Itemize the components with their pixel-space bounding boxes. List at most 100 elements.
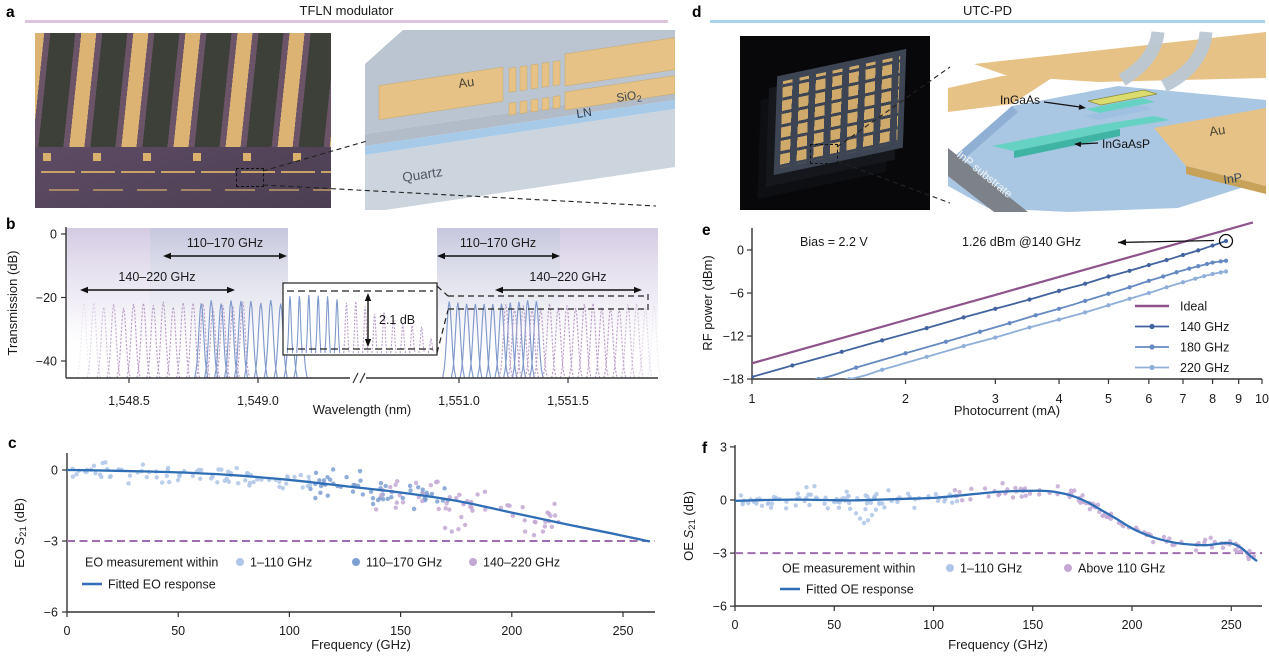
svg-text:Above 110 GHz: Above 110 GHz [1078,562,1165,576]
svg-text:0: 0 [50,228,57,242]
svg-text:150: 150 [1022,618,1043,632]
panel-letter-d: d [692,4,702,21]
svg-text:1–110 GHz: 1–110 GHz [250,556,312,570]
tfln-chip-micrograph [35,33,331,208]
svg-text:200: 200 [501,624,522,638]
svg-text:Frequency (GHz): Frequency (GHz) [311,637,411,652]
panel-f-chart: 3 0 −3 −6 OE S21 (dB) 0 50 100 150 200 250 Frequenc… [681,440,1262,652]
svg-text:100: 100 [923,618,944,632]
svg-text:−40: −40 [36,355,57,369]
svg-text:100: 100 [279,624,300,638]
svg-text:−3: −3 [44,535,58,549]
svg-text:−12: −12 [723,330,744,344]
svg-text:0: 0 [720,494,727,508]
gold-trace-row-1 [35,171,331,173]
label-au: Au [1208,122,1226,139]
svg-text:140 GHz: 140 GHz [1180,320,1229,334]
svg-text:50: 50 [827,618,841,632]
panel-a-accent-rule [25,20,668,23]
svg-text:0: 0 [64,624,71,638]
svg-text:2: 2 [902,392,909,406]
svg-text:−20: −20 [36,291,57,305]
svg-text:0: 0 [51,464,58,478]
svg-text:Transmission (dB): Transmission (dB) [5,251,20,356]
svg-text:Fitted EO response: Fitted EO response [108,578,216,592]
svg-text:7: 7 [1180,392,1187,406]
svg-text:220 GHz: 220 GHz [1180,361,1229,375]
svg-text:1: 1 [749,392,756,406]
panel-a-title: TFLN modulator [299,3,394,18]
tfln-schematic: Au Quartz LN SiO2 [365,30,675,210]
panel-letter-f: f [702,440,708,457]
svg-text:−6: −6 [44,606,58,620]
svg-text:−6: −6 [713,600,727,614]
svg-text:0: 0 [732,618,739,632]
svg-text:50: 50 [171,624,185,638]
svg-text:3: 3 [992,392,999,406]
svg-text:0: 0 [737,244,744,258]
svg-text:1,551.0: 1,551.0 [438,394,480,408]
svg-text:5: 5 [1105,392,1112,406]
label-inp: InP [1222,170,1243,186]
svg-text:OE S21 (dB): OE S21 (dB) [681,491,698,561]
svg-text:RF power (dBm): RF power (dBm) [700,255,715,350]
svg-text:8: 8 [1209,392,1216,406]
label-ingaas: InGaAs [1000,93,1040,107]
svg-text:Bias = 2.2 V: Bias = 2.2 V [800,235,868,249]
svg-text:EO measurement within: EO measurement within [85,556,218,570]
panel-letter-a: a [6,4,15,21]
svg-text:1,549.0: 1,549.0 [237,394,279,408]
label-ln: LN [575,105,592,121]
svg-text:1.26 dBm @140 GHz: 1.26 dBm @140 GHz [962,235,1081,249]
svg-text:250: 250 [1221,618,1242,632]
svg-text:140–220 GHz: 140–220 GHz [118,270,195,284]
svg-text:180 GHz: 180 GHz [1180,341,1229,355]
label-au: Au [457,74,475,91]
svg-text:Photocurrent (mA): Photocurrent (mA) [954,403,1060,418]
svg-text:110–170 GHz: 110–170 GHz [187,236,263,250]
panel-letter-c: c [8,435,17,452]
svg-text:200: 200 [1122,618,1143,632]
svg-text:−3: −3 [713,547,727,561]
svg-text:−6: −6 [730,287,744,301]
svg-text:OE measurement within: OE measurement within [782,562,915,576]
label-quartz: Quartz [401,164,444,185]
svg-text:EO S21 (dB): EO S21 (dB) [12,498,29,568]
zoom-connector-lines [262,66,951,207]
svg-text:150: 150 [390,624,411,638]
panel-e-chart: 0 −6 −12 −18 RF power (dBm) 1 2 3 4 5 6 7 8 9 10 Photoc… [700,221,1269,418]
utcpd-chip-photo [740,36,930,210]
zoom-region-box [236,168,264,187]
svg-text:10: 10 [1255,392,1269,406]
svg-text:2.1 dB: 2.1 dB [379,313,415,327]
svg-text:Ideal: Ideal [1180,300,1207,314]
utcpd-schematic: InGaAs InGaAsP Au InP InP substrate [948,30,1266,212]
svg-text:6: 6 [1145,392,1152,406]
panel-c-chart: 0 −3 −6 EO S21 (dB) 0 50 100 150 200 250 Frequency… [12,453,655,652]
svg-text:Fitted OE response: Fitted OE response [806,583,914,597]
gold-pad-row [43,153,323,161]
panel-letter-b: b [6,216,16,233]
svg-text:110–170 GHz: 110–170 GHz [460,236,536,250]
svg-text:9: 9 [1235,392,1242,406]
label-ingaasp: InGaAsP [1102,137,1150,151]
gold-trace-row-2 [35,189,331,191]
svg-text:1–110 GHz: 1–110 GHz [960,562,1022,576]
svg-text:Wavelength (nm): Wavelength (nm) [313,402,412,417]
svg-text:250: 250 [613,624,634,638]
svg-text:1,548.5: 1,548.5 [108,394,150,408]
svg-text:1,551.5: 1,551.5 [547,394,589,408]
svg-text:4: 4 [1056,392,1063,406]
panel-d-accent-rule [710,20,1265,23]
label-sio2: SiO2 [615,87,642,107]
svg-text:Frequency (GHz): Frequency (GHz) [948,637,1048,652]
svg-text:140–220 GHz: 140–220 GHz [529,270,606,284]
zoom-region-box [810,144,838,164]
svg-text:140–220 GHz: 140–220 GHz [483,556,560,570]
svg-text:110–170 GHz: 110–170 GHz [366,556,442,570]
svg-text:−18: −18 [723,373,744,387]
panel-letter-e: e [702,222,711,239]
svg-text:3: 3 [720,440,727,454]
